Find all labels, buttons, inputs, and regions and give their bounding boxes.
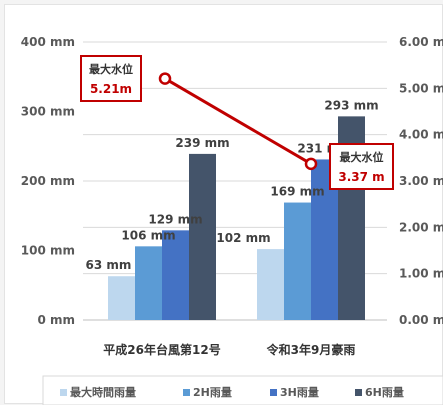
y-tick-label: 200 mm xyxy=(21,174,75,188)
legend-box xyxy=(42,375,443,405)
bar xyxy=(284,202,311,320)
chart-svg: 0.00 m 1.00 m 2.00 m 3.00 m 4.00 m 5.00 m 6.00… xyxy=(21,35,443,405)
legend-label: 2H雨量 xyxy=(193,386,232,399)
water-level-point xyxy=(304,157,318,171)
legend-swatch xyxy=(355,389,362,396)
bar xyxy=(162,230,189,320)
water-level-point xyxy=(158,72,172,85)
y2-tick-label: 0.00 m xyxy=(399,313,443,327)
bar-data-label: 63 mm xyxy=(86,258,132,272)
y2-tick-label: 4.00 m xyxy=(399,128,443,142)
bar-data-label: 239 mm xyxy=(175,136,229,150)
y2-tick-label: 5.00 m xyxy=(399,81,443,95)
bar xyxy=(135,246,162,320)
y2-tick-label: 2.00 m xyxy=(399,220,443,234)
water-level-line xyxy=(164,77,312,166)
bar-data-label: 293 mm xyxy=(324,98,378,112)
bar-data-label: 129 mm xyxy=(148,212,202,226)
bar-data-label: 102 mm xyxy=(216,231,270,245)
callout-value: 3.37 m xyxy=(338,170,384,184)
bar xyxy=(189,153,216,320)
y2-tick-label: 1.00 m xyxy=(399,267,443,281)
callout-value: 5.21m xyxy=(90,82,132,96)
legend-swatch xyxy=(60,389,67,396)
callout-title: 最大水位 xyxy=(340,150,384,164)
y2-tick-label: 6.00 m xyxy=(399,35,443,49)
bar xyxy=(257,249,284,320)
y-tick-label: 0 mm xyxy=(37,313,75,327)
category-label: 令和3年9月豪雨 xyxy=(266,342,356,357)
legend-swatch xyxy=(270,389,277,396)
legend-label: 3H雨量 xyxy=(280,386,319,399)
y-tick-label: 300 mm xyxy=(21,105,75,119)
legend-swatch xyxy=(183,389,190,396)
legend-label: 最大時間雨量 xyxy=(70,385,136,399)
callout-box xyxy=(80,55,142,102)
y2-tick-label: 3.00 m xyxy=(399,174,443,188)
callout-title: 最大水位 xyxy=(89,62,133,76)
category-label: 平成26年台風第12号 xyxy=(103,342,220,357)
callout-box xyxy=(329,143,394,190)
y-tick-label: 400 mm xyxy=(21,35,75,49)
bar-data-label: 106 mm xyxy=(121,228,175,242)
y-tick-label: 100 mm xyxy=(21,244,75,258)
bar xyxy=(108,276,135,320)
chart: 0.00 m 1.00 m 2.00 m 3.00 m 4.00 m 5.00 m 6.00… xyxy=(4,4,443,405)
bar-data-label: 169 mm xyxy=(270,185,324,199)
legend-label: 6H雨量 xyxy=(365,386,404,399)
